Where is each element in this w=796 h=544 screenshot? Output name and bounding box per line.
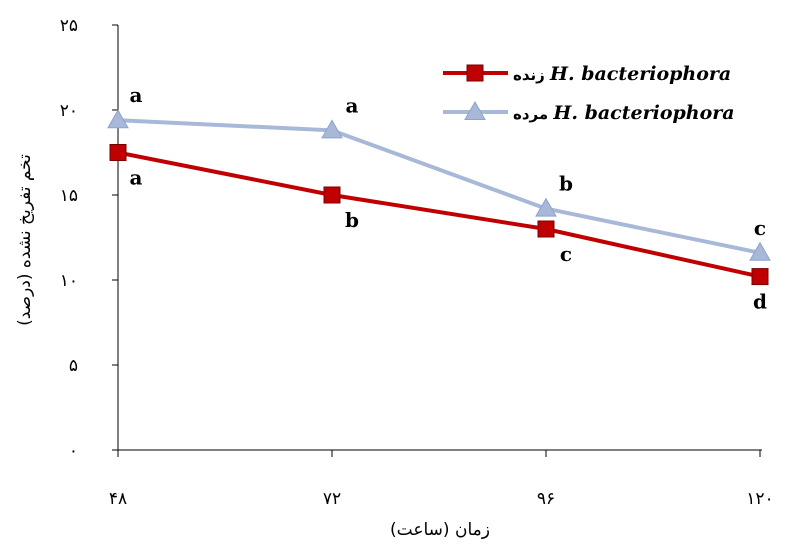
data-point-triangle — [107, 109, 129, 129]
y-tick-label: ۰ — [69, 441, 78, 461]
legend-label: زنده H. bacteriophora — [513, 63, 731, 85]
data-label: a — [130, 83, 143, 107]
data-point-square — [466, 64, 484, 82]
y-tick-label: ۱۰ — [60, 271, 78, 291]
legend-label-latin: H. bacteriophora — [549, 63, 731, 85]
series-layer — [107, 109, 771, 286]
data-point-triangle — [321, 119, 343, 139]
data-label: a — [346, 93, 359, 117]
y-axis-title: تخم تفریخ نشده (درصد) — [15, 154, 35, 326]
legend-label: مرده H. bacteriophora — [513, 102, 735, 124]
data-label: a — [130, 166, 143, 190]
x-tick-label: ۱۲۰ — [746, 489, 773, 509]
data-point-square — [537, 220, 555, 238]
y-tick-label: ۱۵ — [60, 186, 78, 206]
x-tick-labels: ۴۸ ۷۲ ۹۶ ۱۲۰ — [109, 489, 774, 509]
series-live — [109, 144, 769, 286]
x-tick-label: ۷۲ — [323, 489, 341, 509]
y-tick-label: ۲۵ — [60, 16, 78, 36]
y-tick-label: ۲۰ — [60, 101, 78, 121]
data-point-triangle — [464, 100, 486, 120]
x-tick-label: ۹۶ — [537, 489, 555, 509]
data-label: b — [559, 172, 573, 196]
data-labels: a b c d a a b c — [130, 83, 767, 313]
legend-label-fa: مرده — [513, 105, 553, 123]
data-label: b — [345, 208, 359, 232]
axes — [112, 24, 762, 457]
data-label: c — [754, 216, 766, 240]
x-tick-label: ۴۸ — [109, 489, 127, 509]
series-dead — [107, 109, 771, 261]
series-line — [117, 150, 761, 279]
data-point-square — [323, 186, 341, 204]
data-label: d — [753, 290, 767, 314]
data-point-triangle — [535, 197, 557, 217]
series-line — [117, 118, 761, 255]
data-point-square — [751, 268, 769, 286]
data-point-triangle — [749, 241, 771, 261]
legend-label-fa: زنده — [513, 66, 550, 84]
y-tick-labels: ۰ ۵ ۱۰ ۱۵ ۲۰ ۲۵ — [60, 16, 78, 461]
data-point-square — [109, 144, 127, 161]
x-axis-title: زمان (ساعت) — [390, 520, 490, 540]
data-label: c — [560, 242, 572, 266]
legend-item: مرده H. bacteriophora — [443, 100, 735, 124]
y-tick-label: ۵ — [69, 356, 78, 376]
legend-item: زنده H. bacteriophora — [443, 63, 731, 85]
legend-label-latin: H. bacteriophora — [552, 102, 734, 124]
